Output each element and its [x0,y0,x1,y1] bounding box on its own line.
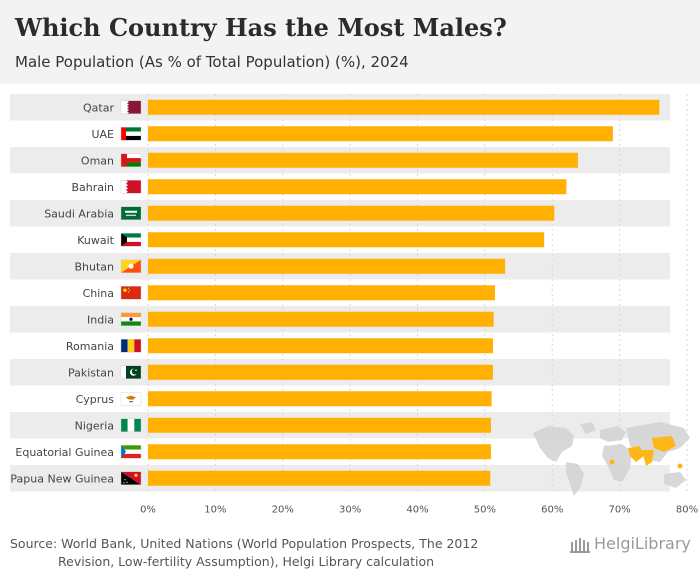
x-tick-label: 0% [140,505,156,516]
map-highlight-china [652,436,676,452]
bar-kuwait[interactable] [148,232,545,248]
category-label: China [83,287,114,300]
x-tick-label: 20% [272,505,294,516]
x-tick-label: 50% [474,505,496,516]
bar-saudi-arabia[interactable] [148,205,555,221]
bar-romania[interactable] [148,338,493,354]
map-highlight-nigeria [609,459,615,465]
bar-pakistan[interactable] [148,364,493,380]
pakistan-flag [120,365,142,379]
bar-equatorial-guinea[interactable] [148,444,491,460]
papua-new-guinea-flag [120,471,142,485]
x-tick-label: 10% [204,505,226,516]
category-label: Saudi Arabia [44,207,114,220]
bars [148,99,660,486]
category-label: UAE [91,128,114,141]
bar-bhutan[interactable] [148,258,506,274]
bahrain-flag [120,180,142,194]
nigeria-flag [120,418,142,432]
bar-china[interactable] [148,285,495,301]
bhutan-flag [120,259,142,273]
flags [120,100,142,485]
category-label: Nigeria [75,419,114,432]
chart-title: Which Country Has the Most Males? [15,13,507,42]
china-flag [120,286,142,300]
category-label: Bhutan [74,260,114,273]
x-tick-label: 60% [541,505,563,516]
x-axis-ticks: 0% 10% 20% 30% 40% 50% 60% 70% 80% [140,505,698,516]
category-label: India [87,313,114,326]
source-line-2: Revision, Low-fertility Assumption), Hel… [58,554,435,569]
library-icon [570,537,590,553]
category-labels: Qatar UAE Oman Bahrain Saudi Arabia Kuwait Bhu… [10,101,114,485]
kuwait-flag [120,233,142,247]
map-australia [664,472,686,488]
source-note: Source: World Bank, United Nations (Worl… [10,535,510,571]
saudi-arabia-flag [120,206,142,220]
x-tick-label: 40% [406,505,428,516]
category-label: Pakistan [68,366,114,379]
category-label: Oman [81,154,114,167]
qatar-flag [120,100,142,114]
map-highlight-middle-east [628,446,644,462]
equatorial-guinea-flag [120,445,142,459]
category-label: Bahrain [71,181,114,194]
bar-papua-new-guinea[interactable] [148,470,491,486]
cyprus-flag [120,392,142,406]
category-label: Cyprus [76,393,115,406]
map-highlight-south-asia [642,450,654,466]
bar-cyprus[interactable] [148,391,492,407]
bar-bahrain[interactable] [148,179,567,195]
bar-qatar[interactable] [148,99,660,115]
map-africa [602,444,632,482]
x-tick-label: 80% [676,505,698,516]
brand-logo[interactable]: HelgiLibrary [570,534,691,553]
bar-chart: Qatar UAE Oman Bahrain Saudi Arabia Kuwait Bhu… [10,94,698,516]
bar-oman[interactable] [148,152,578,168]
romania-flag [120,339,142,353]
header-band [0,0,700,84]
world-map-icon [533,422,690,496]
bar-uae[interactable] [148,126,613,142]
india-flag [120,312,142,326]
map-highlight-papua [677,463,683,469]
category-label: Qatar [83,101,114,114]
map-south-america [566,462,584,496]
map-greenland [580,422,596,434]
row-bands [10,94,670,492]
uae-flag [120,127,142,141]
bar-india[interactable] [148,311,494,327]
source-line-1: Source: World Bank, United Nations (Worl… [10,536,479,551]
category-label: Equatorial Guinea [15,446,114,459]
bar-nigeria[interactable] [148,417,491,433]
oman-flag [120,153,142,167]
category-label: Kuwait [77,234,114,247]
category-label: Romania [66,340,114,353]
chart-subtitle: Male Population (As % of Total Populatio… [15,53,409,71]
map-europe [600,426,626,442]
x-tick-label: 30% [339,505,361,516]
category-label: Papua New Guinea [10,472,114,485]
brand-name: HelgiLibrary [594,534,691,553]
x-tick-label: 70% [609,505,631,516]
map-north-america [533,426,574,462]
